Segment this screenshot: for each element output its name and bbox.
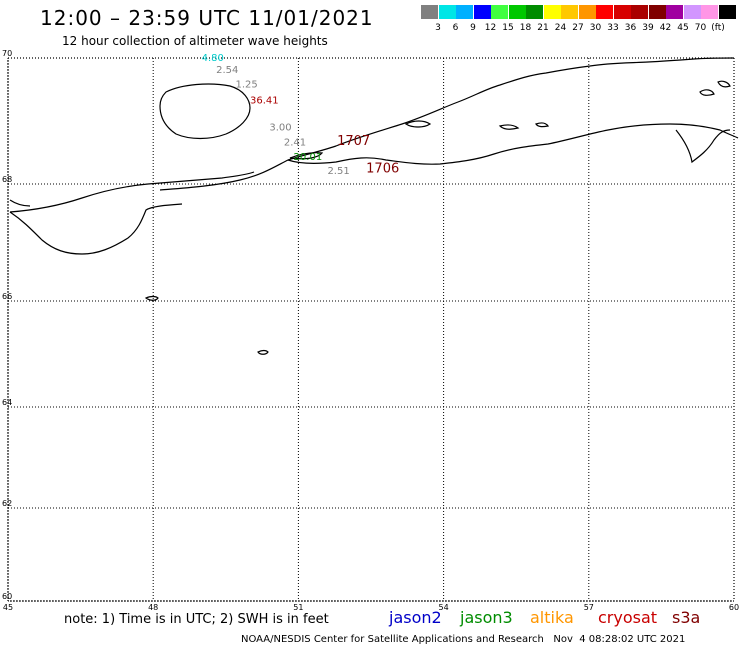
color-scale-label: (ft) [711,23,725,33]
color-scale-label: 45 [677,23,689,33]
color-swatch [508,5,526,19]
color-scale-label: 39 [642,23,654,33]
color-scale-label: 12 [484,23,497,33]
map-subtitle: 12 hour collection of altimeter wave hei… [62,34,328,48]
coast-island-east-1 [699,89,715,96]
color-scale-label: 15 [502,23,514,33]
coast-island-vaygach-3 [535,122,550,128]
color-scale-label: 42 [659,23,672,33]
coast-novaya-zemlya-tip [159,57,735,191]
color-scale-label: 30 [589,23,602,33]
coast-white-sea-shore [9,203,183,255]
footer-credit: NOAA/NESDIS Center for Satellite Applica… [241,634,686,645]
color-scale-label: 70 [694,23,707,33]
coast-west-shore [9,199,31,207]
color-swatch [456,5,473,19]
coast-island-small-2 [257,349,269,355]
wave-height-value: 2.41 [284,138,306,149]
longitude-tick-label: 60 [729,603,739,612]
color-swatch [648,5,666,19]
color-swatch [631,5,648,19]
color-swatch [421,5,438,19]
color-swatch [613,5,631,19]
longitude-tick-label: 51 [293,603,303,612]
color-swatch [526,5,543,19]
latitude-tick-label: 62 [2,499,12,508]
satellite-pass-label: 1706 [366,162,399,177]
color-swatch [718,5,736,19]
color-scale-label: 18 [519,23,532,33]
coast-island-vaygach-1 [404,120,432,128]
coast-island-kolguev [159,83,251,140]
wave-height-value: 2.51 [327,166,349,177]
lat-lon-grid: 45 48 51 54 57 60 70 68 66 64 62 60 [2,49,739,612]
color-swatch [701,5,718,19]
latitude-tick-label: 70 [2,49,12,58]
color-scale-label: 24 [554,23,567,33]
mission-name-jason3: jason3 [460,608,513,627]
color-swatch [683,5,701,19]
color-swatch [666,5,683,19]
color-scale-label: 9 [470,23,476,33]
longitude-tick-label: 57 [584,603,594,612]
color-swatch [596,5,613,19]
longitude-tick-label: 54 [439,603,449,612]
satellite-pass-label: 1707 [337,134,370,149]
coast-island-vaygach-2 [498,124,520,130]
coast-kanin-peninsula [9,171,255,213]
color-swatch [561,5,578,19]
wave-height-value: 1.25 [235,80,257,91]
coast-island-dolgy [289,152,324,160]
map-frame [7,57,735,602]
wave-height-value: 4.80 [202,53,224,64]
color-swatch [438,5,456,19]
footer-note: note: 1) Time is in UTC; 2) SWH is in fe… [64,612,329,627]
coastline [9,57,739,355]
latitude-tick-label: 66 [2,292,12,301]
wave-height-value: 20.01 [294,152,323,163]
wave-height-value: 3.00 [269,122,291,133]
mission-name-cryosat: cryosat [598,608,658,627]
color-scale-label: 21 [537,23,549,33]
color-scale-label: 36 [624,23,637,33]
map-title: 12:00 – 23:59 UTC 11/01/2021 [40,6,374,30]
color-scale-label: 33 [607,23,619,33]
coast-island-east-2 [717,80,731,88]
wave-height-observations: 4.802.54 1.25 36.41 3.00 2.41 20.01 2.51 1707 17… [202,53,400,177]
latitude-tick-label: 64 [2,398,12,407]
latitude-tick-label: 68 [2,175,12,184]
color-scale-label: 3 [435,23,441,33]
wave-height-value: 36.41 [250,95,279,106]
color-swatch [473,5,491,19]
latitude-tick-label: 60 [2,592,12,601]
mission-name-altika: altika [530,608,574,627]
wave-height-value: 2.54 [216,65,238,76]
color-swatch [578,5,596,19]
longitude-tick-label: 45 [3,603,13,612]
color-swatch [543,5,561,19]
color-swatch [491,5,508,19]
mission-name-jason2: jason2 [389,608,442,627]
color-scale-label: 6 [452,23,459,33]
coast-pechora-shore [287,123,739,165]
color-scale-label: 27 [572,23,584,33]
longitude-tick-label: 48 [148,603,158,612]
mission-name-s3a: s3a [672,608,701,627]
coast-island-small-1 [144,295,159,301]
coast-yamal-bay [675,129,731,164]
